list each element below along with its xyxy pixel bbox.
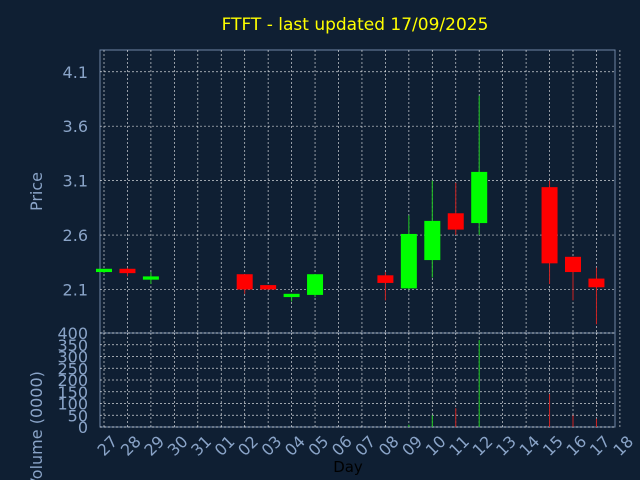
candle-11 [447, 182, 464, 236]
volume-y-tick-label: 150 [57, 383, 88, 402]
volume-bars [408, 340, 597, 427]
candle-17 [588, 267, 605, 325]
candle-12 [471, 95, 488, 236]
candles [96, 95, 605, 325]
candle-body [588, 278, 605, 288]
candle-body [307, 274, 324, 295]
price-panel-frame [99, 49, 616, 334]
candle-28 [119, 267, 136, 277]
volume-y-tick-label: 400 [57, 324, 88, 343]
candle-09 [400, 215, 417, 290]
price-y-tick-label: 2.1 [63, 280, 88, 299]
candle-body [400, 233, 417, 289]
x-axis-ticks: 2728293031010203040506070809101112131415… [93, 432, 637, 460]
candle-29 [142, 272, 159, 285]
candle-body [142, 276, 159, 280]
candle-08 [377, 272, 394, 301]
x-axis-label: Day [333, 458, 363, 476]
volume-y-tick-label: 300 [57, 348, 88, 367]
candle-body [565, 256, 581, 273]
volume-y-tick-label: 0 [78, 418, 88, 437]
candle-body [260, 285, 277, 290]
candle-body [96, 268, 112, 273]
candle-body [236, 274, 253, 290]
price-y-tick-label: 3.6 [63, 117, 88, 136]
candle-body [541, 187, 558, 264]
volume-y-axis-label: Volume (0000) [27, 371, 46, 480]
volume-y-tick-label: 250 [57, 359, 88, 378]
candle-10 [424, 180, 441, 278]
volume-y-tick-label: 50 [68, 406, 88, 425]
x-tick-label: 18 [609, 432, 637, 460]
candle-27 [96, 268, 112, 274]
candle-body [447, 213, 464, 230]
price-y-tick-label: 4.1 [63, 63, 88, 82]
price-y-ticks: 2.1 2.6 3.1 3.6 4.1 [63, 63, 88, 300]
chart-title: FTFT - last updated 17/09/2025 [222, 15, 489, 35]
volume-y-tick-label: 100 [57, 395, 88, 414]
candle-05 [307, 274, 324, 298]
price-y-tick-label: 2.6 [63, 226, 88, 245]
candle-body [471, 171, 488, 224]
volume-y-tick-label: 200 [57, 371, 88, 390]
price-y-tick-label: 3.1 [63, 172, 88, 191]
candle-body [283, 293, 300, 298]
price-panel: 2.1 2.6 3.1 3.6 4.1 Price [27, 49, 621, 334]
candle-03 [260, 285, 277, 290]
candle-02 [236, 274, 253, 294]
candle-04 [283, 293, 300, 302]
candle-body [119, 268, 136, 274]
candle-body [377, 275, 394, 283]
candle-body [424, 220, 441, 261]
volume-grid [100, 332, 621, 428]
volume-y-tick-label: 350 [57, 336, 88, 355]
candle-15 [541, 180, 558, 285]
price-y-axis-label: Price [27, 172, 46, 211]
candle-16 [565, 256, 581, 301]
